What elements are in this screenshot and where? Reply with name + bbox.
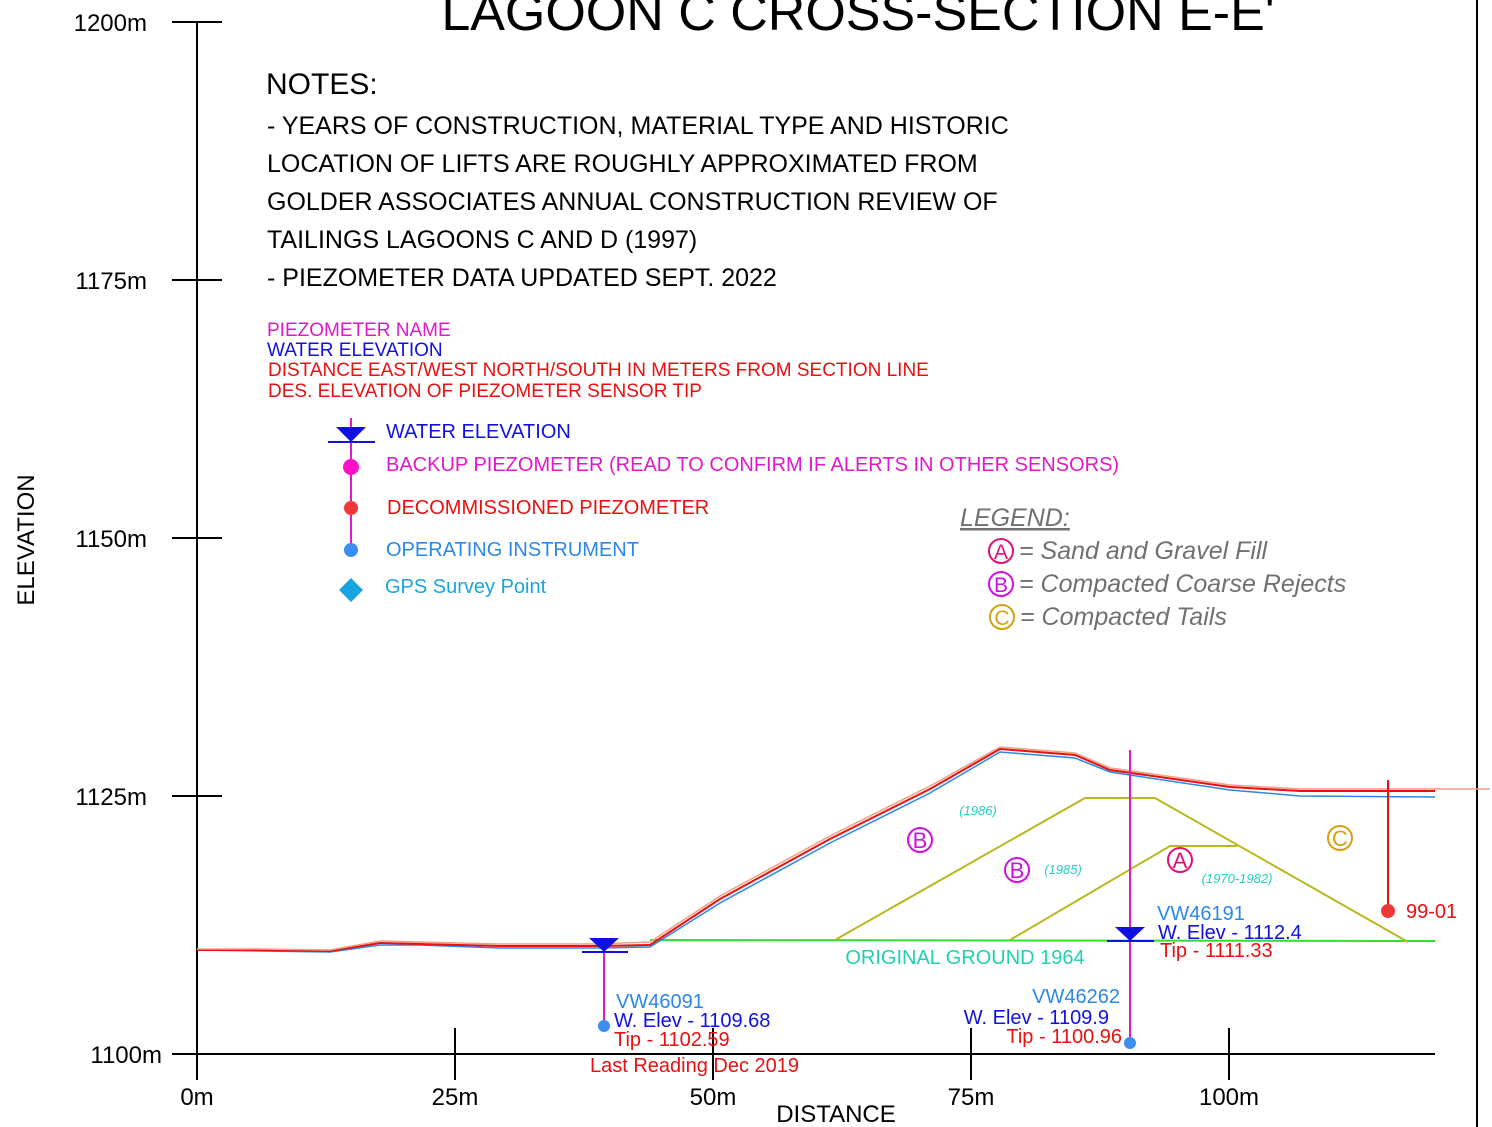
legend-letter: A [994, 541, 1008, 564]
water-symbol [589, 938, 619, 952]
legend-badge [988, 538, 1014, 564]
zone-year: (1986) [959, 803, 997, 818]
note-line: - PIEZOMETER DATA UPDATED SEPT. 2022 [267, 264, 777, 292]
zone-badge [1167, 847, 1193, 873]
sensor-tip [598, 1020, 610, 1032]
zone-year: (1985) [1044, 862, 1082, 877]
lift-outline [834, 797, 1409, 943]
tick-label: 75m [948, 1084, 995, 1111]
note-line: LOCATION OF LIFTS ARE ROUGHLY APPROXIMAT… [267, 150, 978, 178]
symbol-legend: WATER ELEVATION BACKUP PIEZOMETER (READ … [328, 418, 1119, 602]
symbol-label: WATER ELEVATION [386, 421, 571, 443]
tick-label: 100m [1199, 1084, 1259, 1111]
zone-letter: A [1173, 848, 1188, 873]
key-line: DES. ELEVATION OF PIEZOMETER SENSOR TIP [268, 381, 702, 402]
zone-badge [1327, 825, 1353, 851]
piezometer-name: VW46191 [1157, 903, 1245, 925]
notes: NOTES: - YEARS OF CONSTRUCTION, MATERIAL… [266, 68, 1009, 292]
tick-label: 25m [432, 1084, 479, 1111]
legend-letter: B [994, 574, 1008, 597]
lift-outline [1009, 845, 1237, 941]
piezometer-99-01: 99-01 [1381, 780, 1457, 923]
water-symbol [336, 427, 366, 442]
tick-label: 1100m [90, 1042, 162, 1069]
key-line: DISTANCE EAST/WEST NORTH/SOUTH IN METERS… [268, 360, 929, 381]
note-line: TAILINGS LAGOONS C AND D (1997) [267, 226, 697, 254]
legend-letter: C [994, 607, 1009, 630]
key-line: WATER ELEVATION [267, 340, 443, 361]
label-key: PIEZOMETER NAME WATER ELEVATION DISTANCE… [267, 320, 929, 402]
sensor-tip [1381, 904, 1395, 918]
legend-badge [988, 571, 1014, 597]
decommissioned-symbol [344, 501, 358, 515]
section-geometry [196, 746, 1490, 953]
symbol-label: OPERATING INSTRUMENT [386, 539, 639, 561]
original-ground-label: ORIGINAL GROUND 1964 [845, 947, 1084, 969]
tick-label: 1175m [75, 268, 147, 295]
legend-text: = Compacted Coarse Rejects [1019, 570, 1346, 598]
zone-badge [907, 827, 933, 853]
legend-badge [989, 604, 1015, 630]
reading-note: Last Reading Dec 2019 [590, 1055, 799, 1077]
operating-symbol [344, 543, 358, 557]
tip-elevation: Tip - 1102.59 [614, 1029, 730, 1051]
axis-title: DISTANCE [776, 1101, 896, 1127]
tick-label: 1200m [74, 10, 147, 37]
piezometer-name: VW46091 [616, 991, 704, 1013]
surface-survey [197, 746, 1490, 951]
zone-letter: B [1010, 858, 1025, 883]
piezometer-name: 99-01 [1406, 901, 1457, 923]
tick-label: 50m [690, 1084, 737, 1111]
zone-letter: C [1332, 826, 1348, 851]
notes-heading: NOTES: [266, 68, 378, 101]
legend-text: = Compacted Tails [1020, 603, 1227, 631]
note-line: GOLDER ASSOCIATES ANNUAL CONSTRUCTION RE… [267, 188, 998, 216]
water-elevation: W. Elev - 1109.68 [614, 1010, 770, 1032]
tip-elevation: Tip - 1100.96 [1006, 1026, 1122, 1048]
water-elevation: W. Elev - 1112.4 [1158, 922, 1302, 944]
backup-symbol [343, 459, 359, 475]
symbol-label: GPS Survey Point [385, 576, 547, 598]
material-legend: LEGEND: A = Sand and Gravel Fill B = Com… [960, 504, 1346, 631]
surface-scan [196, 751, 1436, 953]
tick-label: 1150m [75, 526, 147, 553]
water-elevation: W. Elev - 1109.9 [964, 1007, 1109, 1029]
zone-labels: B (1986) B (1985) A (1970-1982) C [907, 803, 1353, 886]
symbol-label: BACKUP PIEZOMETER (READ TO CONFIRM IF AL… [386, 454, 1119, 476]
note-line: - YEARS OF CONSTRUCTION, MATERIAL TYPE A… [267, 112, 1009, 140]
piezometer-vw46091: VW46091 W. Elev - 1109.68 Tip - 1102.59 … [582, 938, 799, 1077]
zone-badge [1004, 857, 1030, 883]
water-symbol [1115, 927, 1145, 941]
symbol-label: DECOMMISSIONED PIEZOMETER [387, 497, 709, 519]
axis-title: ELEVATION [13, 474, 40, 605]
legend-text: = Sand and Gravel Fill [1019, 537, 1268, 565]
title: LAGOON C CROSS-SECTION E-E' [441, 0, 1274, 42]
sensor-tip [1124, 1037, 1136, 1049]
x-axis: 0m 25m 50m 75m 100m DISTANCE [180, 1028, 1435, 1127]
surface-line [197, 747, 1435, 953]
tick-label: 1125m [75, 784, 147, 811]
tip-elevation: Tip - 1111.33 [1160, 940, 1273, 962]
zone-letter: B [913, 828, 928, 853]
gps-symbol [339, 578, 363, 602]
piezometer-vw46191: VW46191 W. Elev - 1112.4 Tip - 1111.33 [1157, 903, 1302, 962]
zone-year: (1970-1982) [1202, 871, 1273, 886]
piezometer-name: VW46262 [1032, 986, 1120, 1008]
tick-label: 0m [180, 1084, 213, 1111]
y-axis: 1200m 1175m 1150m 1125m 1100m ELEVATION [13, 10, 222, 1069]
piezometer-vw46262: VW46262 W. Elev - 1109.9 Tip - 1100.96 [964, 750, 1154, 1049]
key-line: PIEZOMETER NAME [267, 320, 451, 341]
original-ground-line [649, 939, 1436, 942]
legend-heading: LEGEND: [960, 504, 1070, 532]
